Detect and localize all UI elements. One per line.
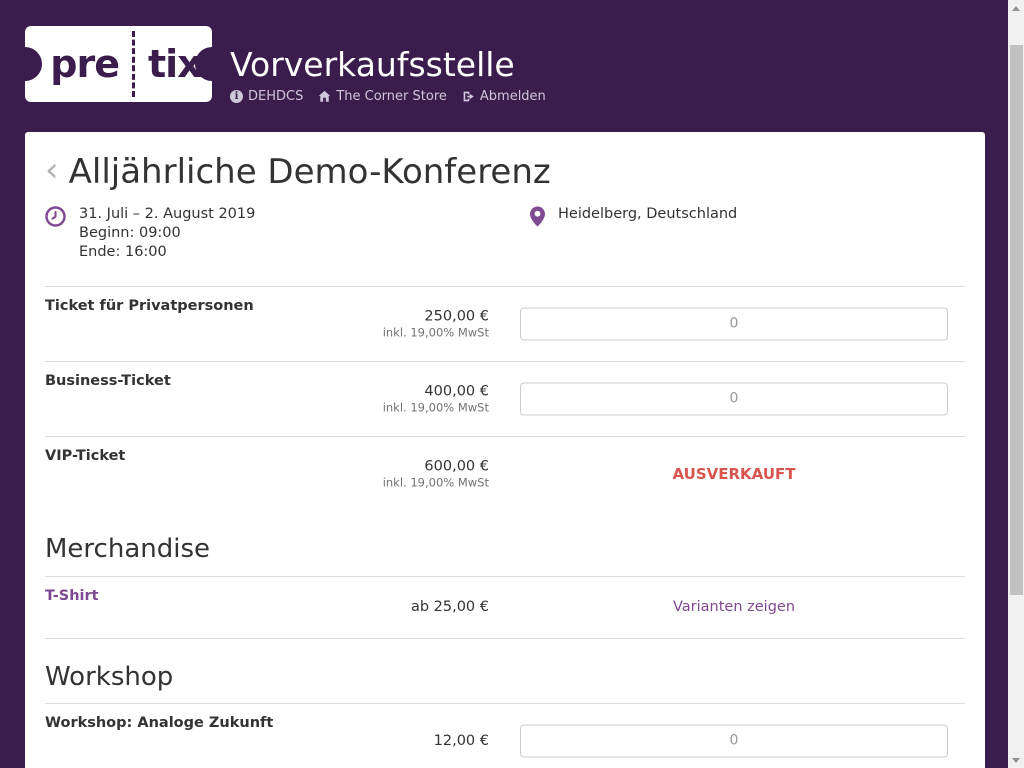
- header-nav: i DEHDCS The Corner Store Abmelden: [230, 89, 546, 104]
- section-heading-merchandise: Merchandise: [45, 533, 211, 564]
- soldout-badge: AUSVERKAUFT: [672, 464, 796, 483]
- product-price: 12,00 €: [433, 732, 489, 749]
- logo-perforation: [132, 31, 135, 97]
- product-name: Workshop: Analoge Zukunft: [45, 715, 274, 732]
- product-price: 250,00 €: [424, 308, 489, 325]
- organizer-label: DEHDCS: [248, 88, 304, 104]
- nav-item-logout[interactable]: Abmelden: [462, 89, 546, 104]
- product-price: ab 25,00 €: [410, 599, 489, 616]
- product-price-block: 12,00 €: [45, 733, 489, 749]
- logout-label: Abmelden: [479, 88, 546, 104]
- content-card: ‹ Alljährliche Demo-Konferenz 31. Juli –…: [25, 132, 985, 768]
- product-quantity-cell: [520, 724, 948, 758]
- nav-item-store[interactable]: The Corner Store: [318, 89, 447, 104]
- product-quantity-cell: [520, 382, 948, 416]
- product-tax: inkl. 19,00% MwSt: [382, 400, 489, 415]
- product-name: Ticket für Privatpersonen: [45, 297, 254, 314]
- product-price-block: 250,00 € inkl. 19,00% MwSt: [45, 308, 489, 339]
- back-chevron-icon: ‹: [45, 150, 59, 191]
- event-title: Alljährliche Demo-Konferenz: [68, 152, 551, 192]
- product-row-vip-ticket: VIP-Ticket 600,00 € inkl. 19,00% MwSt AU…: [45, 435, 965, 511]
- event-meta: 31. Juli – 2. August 2019 Beginn: 09:00 …: [45, 205, 965, 262]
- product-availability-cell: AUSVERKAUFT: [520, 465, 948, 483]
- product-price-block: 400,00 € inkl. 19,00% MwSt: [45, 383, 489, 414]
- product-row-workshop-analog: Workshop: Analoge Zukunft 12,00 €: [45, 703, 965, 768]
- product-name-link[interactable]: T-Shirt: [45, 587, 99, 604]
- product-tax: inkl. 19,00% MwSt: [382, 475, 489, 490]
- product-row-tshirt: T-Shirt ab 25,00 € Varianten zeigen: [45, 575, 965, 639]
- product-row-business-ticket: Business-Ticket 400,00 € inkl. 19,00% Mw…: [45, 360, 965, 436]
- scrollbar-thumb[interactable]: [1010, 45, 1023, 595]
- nav-item-organizer[interactable]: i DEHDCS: [230, 89, 303, 104]
- logout-icon: [463, 91, 474, 102]
- event-dates-text: 31. Juli – 2. August 2019 Beginn: 09:00 …: [79, 205, 255, 262]
- logo-notch-right: [195, 47, 212, 81]
- product-row-private-ticket: Ticket für Privatpersonen 250,00 € inkl.…: [45, 285, 965, 361]
- portal-title: Vorverkaufsstelle: [230, 45, 515, 84]
- back-button[interactable]: ‹: [45, 153, 59, 191]
- product-tax: inkl. 19,00% MwSt: [382, 325, 489, 340]
- event-date-range: 31. Juli – 2. August 2019: [79, 205, 256, 222]
- product-quantity-cell: [520, 307, 948, 341]
- product-list: Ticket für Privatpersonen 250,00 € inkl.…: [45, 285, 965, 768]
- scrollbar-down-button[interactable]: [1008, 752, 1024, 768]
- product-name: VIP-Ticket: [45, 447, 126, 464]
- event-location: Heidelberg, Deutschland: [558, 205, 738, 222]
- store-label: The Corner Store: [336, 88, 447, 104]
- info-icon: i: [230, 89, 243, 103]
- event-end: Ende: 16:00: [79, 243, 167, 260]
- logo-text-tix: tix: [148, 42, 202, 86]
- pretix-logo[interactable]: pre tix: [25, 26, 212, 102]
- event-location-block: Heidelberg, Deutschland: [505, 205, 965, 262]
- scroll-up-icon: [1012, 5, 1020, 11]
- location-pin-icon: [530, 206, 545, 227]
- scrollbar-up-button[interactable]: [1008, 0, 1024, 16]
- logo-notch-left: [25, 47, 42, 81]
- event-begin: Beginn: 09:00: [79, 224, 181, 241]
- scroll-down-icon: [1012, 757, 1020, 763]
- vertical-scrollbar[interactable]: [1008, 0, 1024, 768]
- event-dates: 31. Juli – 2. August 2019 Beginn: 09:00 …: [45, 205, 505, 262]
- home-icon: [319, 90, 331, 102]
- quantity-input-business-ticket[interactable]: [520, 382, 948, 416]
- product-price-block: 600,00 € inkl. 19,00% MwSt: [45, 458, 489, 489]
- product-variants-cell: Varianten zeigen: [520, 599, 948, 615]
- site-header: pre tix Vorverkaufsstelle i DEHDCS The C…: [25, 26, 546, 104]
- quantity-input-private-ticket[interactable]: [520, 307, 948, 341]
- product-price: 400,00 €: [424, 383, 489, 400]
- product-price-block: ab 25,00 €: [45, 599, 489, 615]
- section-heading-workshop: Workshop: [45, 661, 174, 692]
- clock-icon: [45, 206, 66, 227]
- logo-text-pre: pre: [50, 42, 120, 86]
- event-title-row: ‹ Alljährliche Demo-Konferenz: [45, 152, 965, 193]
- product-price: 600,00 €: [424, 458, 489, 475]
- product-name: Business-Ticket: [45, 372, 171, 389]
- quantity-input-workshop-analog[interactable]: [520, 724, 948, 758]
- header-main: Vorverkaufsstelle i DEHDCS The Corner St…: [230, 26, 546, 104]
- logo-wordmark: pre tix: [25, 26, 212, 102]
- show-variants-link[interactable]: Varianten zeigen: [672, 599, 796, 616]
